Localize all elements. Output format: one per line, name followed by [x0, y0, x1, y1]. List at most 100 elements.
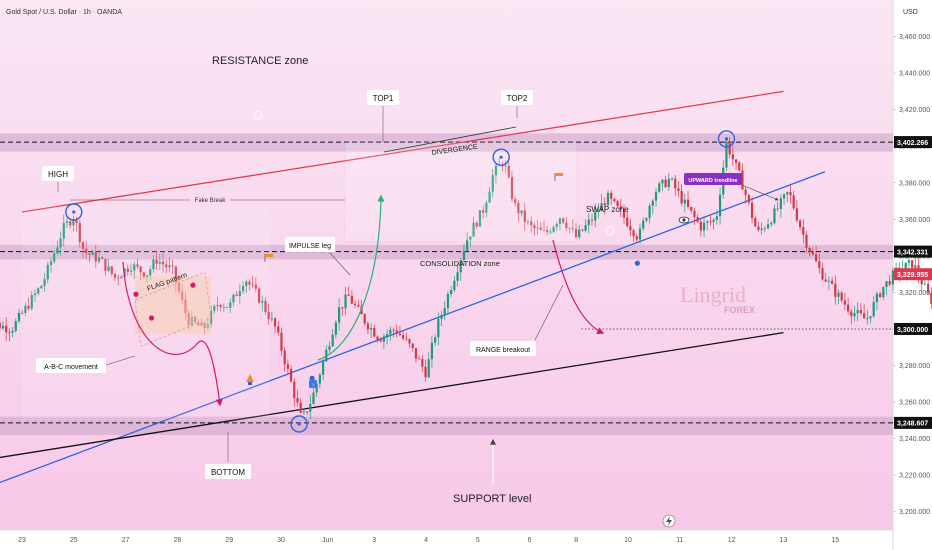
- candle-body: [446, 294, 450, 309]
- candle-body: [104, 258, 107, 271]
- top2-marker[interactable]: [717, 130, 736, 148]
- candle-body: [424, 366, 427, 378]
- price-tag-bg: [894, 268, 932, 281]
- candle-body: [30, 295, 33, 309]
- pivot-dot: [148, 315, 155, 321]
- candle-body: [773, 208, 776, 224]
- candle-body: [466, 239, 469, 251]
- impulse-arc: [317, 194, 385, 361]
- candle-body: [376, 336, 379, 340]
- resistance-band: [0, 133, 893, 152]
- rocket-icon: [246, 374, 254, 385]
- candle-body: [648, 205, 651, 219]
- x-tick-label: 3: [372, 537, 376, 544]
- candle-body: [229, 302, 232, 308]
- candle-body: [139, 266, 142, 273]
- candle-body: [882, 286, 885, 298]
- price-tag-label: 3,329.955: [897, 272, 928, 279]
- candle-body: [315, 383, 318, 393]
- price-tag-label: 3,248.607: [897, 421, 928, 428]
- abc-connector: [105, 355, 136, 366]
- candle-body: [414, 348, 418, 359]
- y-tick-label: 3,280.000: [899, 363, 930, 370]
- candle-body: [907, 260, 911, 263]
- candle-body: [69, 221, 72, 226]
- candle-body: [462, 250, 466, 261]
- top1-marker[interactable]: [492, 148, 510, 166]
- candle-body: [434, 337, 437, 343]
- candle-body: [213, 306, 216, 311]
- candle-body: [811, 251, 814, 255]
- candle-body: [225, 306, 229, 308]
- candle-body: [389, 329, 392, 335]
- candle-body: [859, 309, 863, 314]
- candle-body: [392, 329, 395, 331]
- candle-body: [834, 283, 837, 297]
- candle-body: [312, 392, 315, 404]
- candle-body: [517, 202, 520, 214]
- candle-body: [526, 221, 530, 223]
- x-tick-label: 6: [528, 537, 532, 544]
- swap-zone-label: SWAP zone: [586, 205, 629, 214]
- bottom-marker-dot: [297, 422, 301, 426]
- candle-body: [302, 411, 305, 413]
- candle-body: [241, 286, 245, 292]
- candle-body: [613, 198, 616, 202]
- svg-text:UPWARD trendline: UPWARD trendline: [688, 178, 737, 184]
- candle-body: [888, 281, 891, 285]
- abc-arc: [122, 261, 223, 407]
- price-tag-bg: [894, 136, 932, 149]
- candle-body: [645, 218, 648, 221]
- candle-body: [830, 280, 834, 284]
- high-marker[interactable]: [65, 203, 83, 221]
- support-line[interactable]: [0, 331, 784, 461]
- candle-body: [337, 307, 341, 323]
- candle-body: [248, 281, 251, 285]
- candle-body: [869, 316, 872, 319]
- candle-body: [757, 226, 760, 230]
- candle-body: [370, 327, 373, 330]
- x-tick-label: 11: [676, 537, 683, 544]
- candle-body: [216, 304, 219, 307]
- upward-trendline[interactable]: [0, 171, 826, 490]
- candle-body: [843, 300, 846, 305]
- candle-body: [552, 226, 555, 232]
- candle-body: [56, 247, 59, 254]
- x-tick-label: Jun: [322, 537, 333, 544]
- bottom-label: BOTTOM: [205, 464, 251, 479]
- candle-body: [469, 236, 472, 240]
- candle-body: [568, 228, 571, 229]
- top2-label: TOP2: [501, 90, 533, 105]
- candle-body: [126, 268, 129, 272]
- candle-body: [674, 178, 677, 189]
- candle-body: [866, 318, 869, 320]
- impulse-connector: [329, 252, 351, 276]
- bottom-marker[interactable]: [290, 415, 308, 433]
- candle-body: [165, 264, 168, 268]
- candle-body: [734, 159, 738, 163]
- x-tick-label: 8: [574, 537, 578, 544]
- candle-body: [49, 261, 53, 265]
- candle-body: [478, 210, 482, 227]
- candle-body: [731, 154, 734, 160]
- candle-body: [206, 323, 209, 328]
- high-label: HIGH: [42, 166, 74, 181]
- candle-body: [863, 313, 866, 319]
- candle-body: [491, 175, 494, 192]
- resistance-line[interactable]: [21, 90, 784, 213]
- candle-body: [770, 223, 773, 225]
- candle-body: [94, 251, 97, 262]
- candle-body: [321, 361, 325, 375]
- candle-body: [818, 261, 821, 269]
- range-breakout-arc: [552, 239, 605, 334]
- candle-body: [779, 198, 782, 209]
- candle-body: [267, 311, 270, 320]
- candle-body: [101, 257, 104, 259]
- candle-body: [421, 358, 424, 367]
- candle-body: [530, 221, 533, 226]
- candle-body: [718, 194, 722, 217]
- candle-body: [664, 179, 667, 188]
- candle-body: [373, 327, 376, 337]
- x-tick-label: 15: [831, 537, 839, 544]
